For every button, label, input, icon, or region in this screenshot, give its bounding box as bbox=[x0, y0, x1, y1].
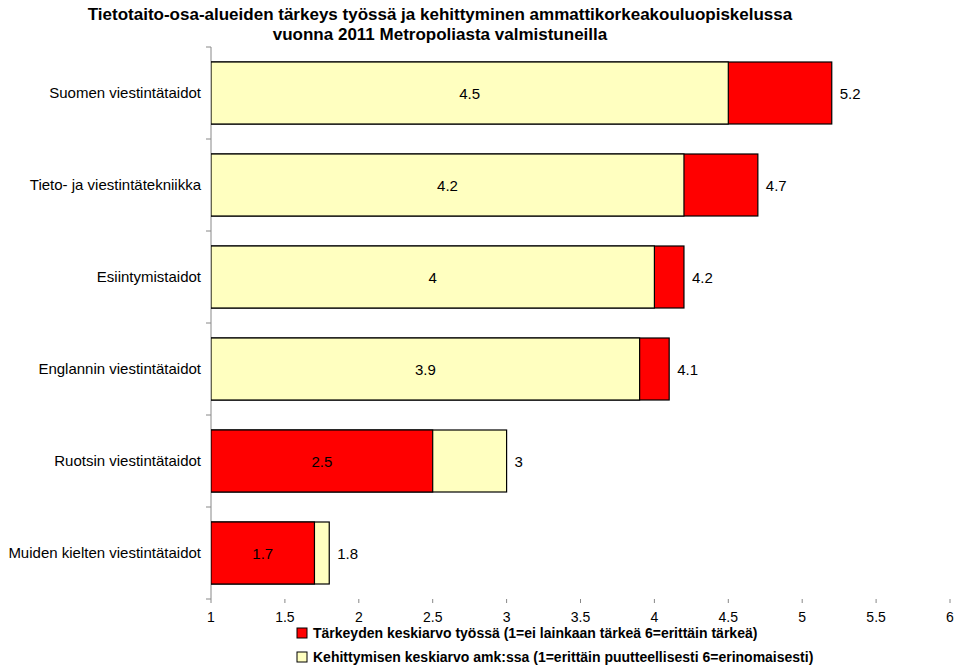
bar bbox=[211, 522, 314, 584]
bar bbox=[211, 246, 654, 308]
bar bbox=[211, 338, 640, 400]
x-tick-label: 2.5 bbox=[423, 609, 443, 625]
title: vuonna 2011 Metropoliasta valmistuneilla bbox=[273, 25, 608, 44]
category-label: Suomen viestintätaidot bbox=[49, 84, 202, 101]
data-label: 3 bbox=[515, 453, 523, 470]
category-tick bbox=[206, 599, 211, 600]
category-tick bbox=[206, 507, 211, 508]
data-label: 4.1 bbox=[677, 361, 698, 378]
x-tick-label: 5 bbox=[798, 609, 806, 625]
title: Tietotaito-osa-alueiden tärkeys työssä j… bbox=[88, 5, 793, 24]
data-label: 4.5 bbox=[459, 85, 480, 102]
chart: Tietotaito-osa-alueiden tärkeys työssä j… bbox=[0, 0, 960, 672]
category-tick bbox=[206, 231, 211, 232]
data-label: 4.2 bbox=[437, 177, 458, 194]
x-tick-label: 6 bbox=[946, 609, 954, 625]
x-tick bbox=[432, 599, 433, 603]
legend: Tärkeyden keskiarvo työssä (1=ei lainkaa… bbox=[297, 625, 813, 665]
data-label: 5.2 bbox=[840, 85, 861, 102]
x-tick bbox=[654, 599, 655, 603]
category-tick bbox=[206, 323, 211, 324]
x-tick bbox=[802, 599, 803, 603]
data-label: 4 bbox=[429, 269, 437, 286]
legend-swatch bbox=[297, 628, 307, 638]
category-tick bbox=[206, 47, 211, 48]
x-tick-label: 3.5 bbox=[571, 609, 591, 625]
category-label: Esiintymistaidot bbox=[97, 268, 202, 285]
x-tick bbox=[580, 599, 581, 603]
legend-swatch bbox=[297, 652, 307, 662]
x-tick-label: 3 bbox=[503, 609, 511, 625]
x-tick bbox=[728, 599, 729, 603]
legend-label: Tärkeyden keskiarvo työssä (1=ei lainkaa… bbox=[313, 625, 757, 641]
bar bbox=[211, 246, 684, 308]
x-tick bbox=[876, 599, 877, 603]
data-label: 1.7 bbox=[252, 545, 273, 562]
x-tick-label: 5.5 bbox=[866, 609, 886, 625]
bar bbox=[211, 154, 684, 216]
bar bbox=[211, 430, 433, 492]
category-label: Englannin viestintätaidot bbox=[38, 360, 201, 377]
category-tick bbox=[206, 415, 211, 416]
data-label: 1.8 bbox=[337, 545, 358, 562]
x-tick-label: 1 bbox=[207, 609, 215, 625]
bar bbox=[211, 62, 832, 124]
x-tick-label: 4 bbox=[651, 609, 659, 625]
x-tick-label: 1.5 bbox=[275, 609, 295, 625]
x-tick-label: 4.5 bbox=[719, 609, 739, 625]
bar bbox=[211, 430, 507, 492]
category-label: Muiden kielten viestintätaidot bbox=[8, 544, 201, 561]
category-tick bbox=[206, 139, 211, 140]
x-tick bbox=[284, 599, 285, 603]
data-label: 2.5 bbox=[311, 453, 332, 470]
x-tick bbox=[358, 599, 359, 603]
x-tick bbox=[211, 599, 212, 603]
bar bbox=[211, 522, 329, 584]
bar bbox=[211, 62, 728, 124]
bar bbox=[211, 154, 758, 216]
data-label: 4.2 bbox=[692, 269, 713, 286]
data-label: 4.7 bbox=[766, 177, 787, 194]
x-tick bbox=[506, 599, 507, 603]
bar bbox=[211, 338, 669, 400]
category-label: Tieto- ja viestintätekniikka bbox=[30, 176, 202, 193]
x-tick bbox=[950, 599, 951, 603]
x-tick-label: 2 bbox=[355, 609, 363, 625]
data-label: 3.9 bbox=[415, 361, 436, 378]
legend-label: Kehittymisen keskiarvo amk:ssa (1=erittä… bbox=[313, 649, 813, 665]
bars bbox=[211, 62, 832, 584]
category-label: Ruotsin viestintätaidot bbox=[54, 452, 202, 469]
labels: Suomen viestintätaidot 5.2 4.5 Tieto- ja vi… bbox=[8, 84, 860, 562]
